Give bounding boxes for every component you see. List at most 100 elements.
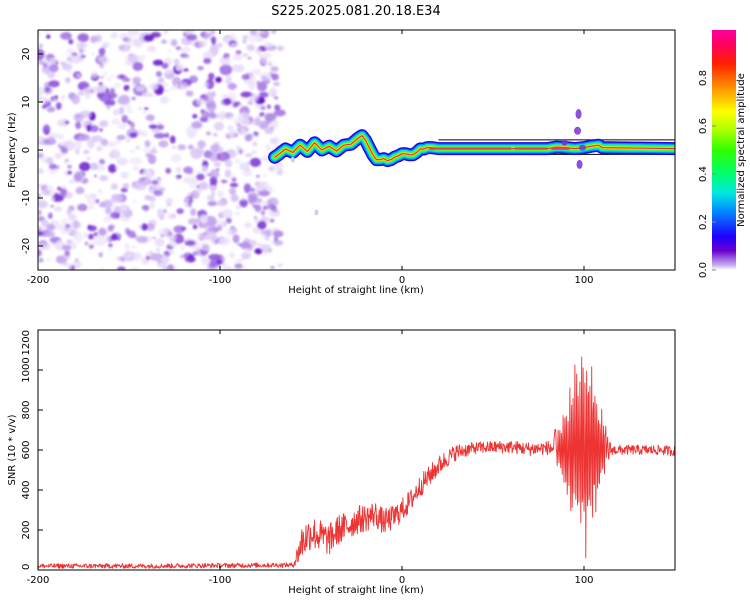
noise-blob [74,258,80,263]
noise-blob [230,175,237,180]
noise-blob [227,82,237,90]
noise-blob [108,164,117,173]
noise-blob [209,112,216,119]
noise-blob [121,114,129,124]
noise-blob [98,252,103,258]
noise-blob [175,46,182,50]
colorbar-tick-label: 0.0 [698,262,709,278]
faint-blob [290,156,295,163]
noise-blob [251,150,257,154]
faint-blob [314,209,319,216]
noise-blob [273,240,284,246]
noise-blob [196,170,201,175]
noise-blob [126,109,134,114]
noise-blob [171,146,177,149]
noise-blob [206,194,216,201]
noise-blob [111,233,118,241]
noise-blob [80,54,86,59]
noise-blob [260,106,266,110]
noise-blob [130,121,135,129]
noise-blob [173,267,178,270]
colorbar-tick-label: 0.8 [698,70,709,86]
noise-blob [271,30,277,34]
noise-blob [91,52,95,56]
colorbar-tick-label: 0.6 [698,118,709,134]
noise-blob [191,121,202,129]
noise-blob [228,187,236,195]
noise-blob [159,255,170,265]
noise-blob [67,170,72,175]
noise-blob [187,144,194,150]
noise-blob [48,163,58,170]
noise-blob [102,41,110,48]
noise-blob [56,186,62,191]
noise-blob [246,44,256,52]
noise-blob [38,60,45,65]
noise-blob [83,231,89,239]
noise-blob [252,204,256,208]
noise-blob [106,77,112,82]
noise-blob [230,194,239,202]
noise-blob [42,30,51,34]
noise-blob [247,100,253,106]
noise-blob [225,229,234,236]
noise-blob [273,109,286,117]
noise-blob [60,32,72,40]
noise-blob [138,107,142,111]
noise-blob [117,266,126,270]
noise-blob [129,149,136,153]
noise-blob [271,137,280,146]
noise-blob [187,218,199,225]
noise-blob [218,110,226,121]
snr-xtick-label: 100 [574,575,593,586]
noise-blob [46,34,51,39]
noise-blob [267,199,273,205]
noise-blob [149,121,154,125]
noise-blob [100,267,104,270]
spectrogram-noise [38,30,286,270]
snr-xticks: -200 -100 0 100 [27,330,594,586]
noise-blob [183,197,189,201]
noise-blob [230,42,240,48]
noise-blob [87,206,95,210]
noise-blob [124,103,132,110]
noise-blob [173,233,184,244]
noise-blob [75,121,82,130]
noise-blob [245,153,253,157]
noise-blob [132,165,139,171]
noise-blob [57,133,64,140]
spectrogram-ytick-label: 20 [21,48,32,61]
noise-blob [221,262,228,270]
noise-blob [141,130,148,138]
noise-blob [115,166,120,169]
noise-blob [233,259,238,263]
noise-blob [61,186,67,189]
noise-blob [97,56,111,64]
noise-blob [60,188,68,196]
noise-blob [216,224,223,232]
noise-blob [234,158,242,165]
noise-blob [38,209,42,216]
noise-blob [153,190,164,197]
noise-blob [38,86,44,97]
noise-blob [132,83,138,87]
noise-blob [123,250,136,262]
noise-blob [263,173,267,177]
noise-blob [226,162,230,167]
noise-blob [113,82,122,89]
noise-blob [215,76,222,83]
noise-blob [221,94,227,99]
noise-blob [259,72,272,81]
noise-blob [271,73,279,81]
noise-blob [175,174,182,179]
noise-blob [199,241,211,251]
noise-blob [86,156,91,161]
noise-blob [201,165,208,173]
noise-blob [118,44,131,52]
noise-blob [265,237,270,241]
noise-blob [149,253,164,262]
noise-blob [183,68,189,72]
noise-blob [156,124,165,130]
noise-blob [141,110,147,115]
noise-blob [87,137,95,149]
